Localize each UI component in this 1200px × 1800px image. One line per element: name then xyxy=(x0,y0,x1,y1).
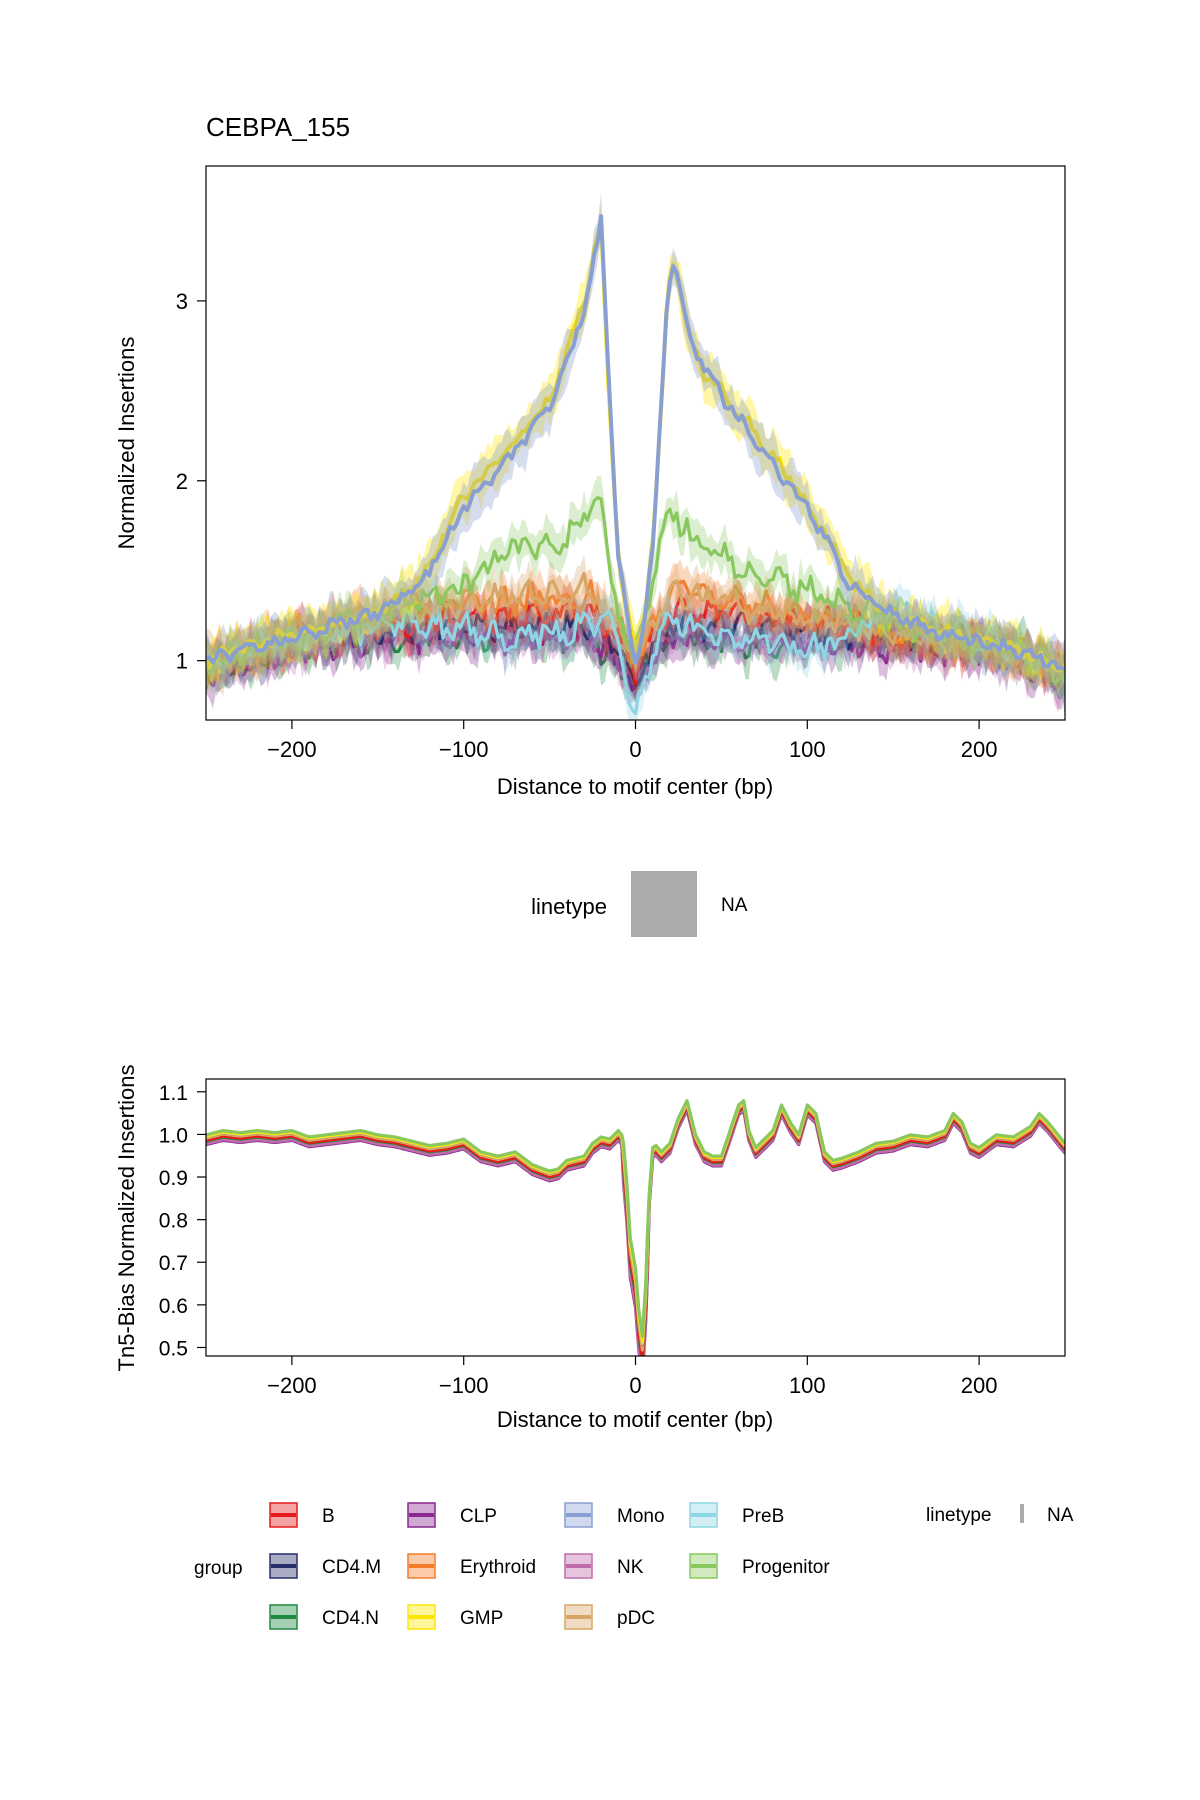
legend-label: Progenitor xyxy=(742,1557,830,1578)
legend-item-nk: NK xyxy=(564,1553,644,1579)
top-y-axis-label: Normalized Insertions xyxy=(114,337,139,550)
band-progenitor xyxy=(206,475,1065,700)
bottom-y-tick-label: 0.6 xyxy=(159,1295,188,1318)
top-x-tick-label: 200 xyxy=(961,737,998,762)
legend-label: CLP xyxy=(460,1506,497,1527)
bias-line-progenitor xyxy=(206,1099,1065,1338)
bottom-x-tick-label: −200 xyxy=(267,1373,317,1398)
mid-legend-label: NA xyxy=(721,895,748,916)
bottom-x-tick-label: 0 xyxy=(629,1373,641,1398)
bottom-x-tick-label: −100 xyxy=(439,1373,489,1398)
legend-item-progenitor: Progenitor xyxy=(689,1553,830,1579)
top-y-tick-label: 2 xyxy=(176,469,188,494)
top-x-axis-label: Distance to motif center (bp) xyxy=(497,774,773,799)
legend-label: PreB xyxy=(742,1506,784,1527)
band-mono xyxy=(206,192,1065,698)
legend-item-pdc: pDC xyxy=(564,1604,655,1630)
bottom-x-tick-label: 200 xyxy=(961,1373,998,1398)
band-gmp xyxy=(206,205,1065,695)
legend-label: CD4.M xyxy=(322,1557,381,1578)
legend-label: Mono xyxy=(617,1506,665,1527)
mid-legend-title: linetype xyxy=(531,894,607,919)
top-axes: −200 −100 0 100 200 1 2 3 xyxy=(176,289,998,762)
bottom-y-tick-label: 1.0 xyxy=(159,1124,188,1147)
bottom-panel: −200 −100 0 100 200 0.5 0.6 0.7 0.8 0.9 1.0 1.1 Dis… xyxy=(114,1065,1066,1432)
bottom-series-layer xyxy=(206,1099,1065,1356)
bottom-y-tick-label: 0.5 xyxy=(159,1337,188,1360)
linetype-legend-label: NA xyxy=(1047,1505,1074,1526)
top-x-tick-label: 0 xyxy=(629,737,641,762)
legend-item-clp: CLP xyxy=(407,1502,497,1528)
band-cd4-m xyxy=(206,588,1065,702)
bias-line-nk xyxy=(206,1108,1065,1356)
line-mono xyxy=(206,214,1065,671)
legend-label: B xyxy=(322,1506,335,1527)
bottom-x-axis-label: Distance to motif center (bp) xyxy=(497,1407,773,1432)
bottom-y-tick-label: 0.8 xyxy=(159,1210,188,1233)
top-series-layer xyxy=(206,192,1065,720)
bottom-legend: group B CD4.M CD4.N CLP Erythroid GMP Mono NK pD… xyxy=(194,1502,1074,1630)
bottom-y-tick-label: 0.7 xyxy=(159,1252,188,1275)
legend-item-cd4-m: CD4.M xyxy=(269,1553,381,1579)
linetype-legend-title: linetype xyxy=(926,1505,992,1526)
bias-line-clp xyxy=(206,1108,1065,1356)
legend-label: Erythroid xyxy=(460,1557,536,1578)
top-x-tick-label: 100 xyxy=(789,737,826,762)
top-x-tick-label: −100 xyxy=(439,737,489,762)
linetype-legend-key xyxy=(1020,1504,1024,1523)
mid-legend: linetype NA xyxy=(531,871,748,937)
top-panel: CEBPA_155 −200 −100 0 100 200 1 2 3 Distance to… xyxy=(114,112,1066,799)
legend-item-mono: Mono xyxy=(564,1502,665,1528)
legend-item-erythroid: Erythroid xyxy=(407,1553,536,1579)
bottom-y-tick-label: 1.1 xyxy=(159,1082,188,1105)
legend-item-gmp: GMP xyxy=(407,1604,503,1630)
legend-label: NK xyxy=(617,1557,644,1578)
group-legend-title: group xyxy=(194,1558,243,1579)
legend-label: CD4.N xyxy=(322,1608,379,1629)
top-y-tick-label: 1 xyxy=(176,649,188,674)
bottom-y-axis-label: Tn5-Bias Normalized Insertions xyxy=(114,1065,139,1372)
bottom-axes: −200 −100 0 100 200 0.5 0.6 0.7 0.8 0.9 1.0 1.1 xyxy=(159,1082,998,1398)
top-y-tick-label: 3 xyxy=(176,289,188,314)
legend-label: pDC xyxy=(617,1608,655,1629)
top-x-tick-label: −200 xyxy=(267,737,317,762)
legend-label: GMP xyxy=(460,1608,503,1629)
legend-item-cd4-n: CD4.N xyxy=(269,1604,379,1630)
bottom-x-tick-label: 100 xyxy=(789,1373,826,1398)
bias-line-cd4-m xyxy=(206,1107,1065,1356)
mid-legend-key xyxy=(631,871,697,937)
chart-title: CEBPA_155 xyxy=(206,112,350,142)
legend-item-b: B xyxy=(269,1502,335,1528)
bottom-y-tick-label: 0.9 xyxy=(159,1167,188,1190)
group-legend-entries: B CD4.M CD4.N CLP Erythroid GMP Mono NK pDC PreB P… xyxy=(269,1502,830,1630)
legend-item-preb: PreB xyxy=(689,1502,784,1528)
